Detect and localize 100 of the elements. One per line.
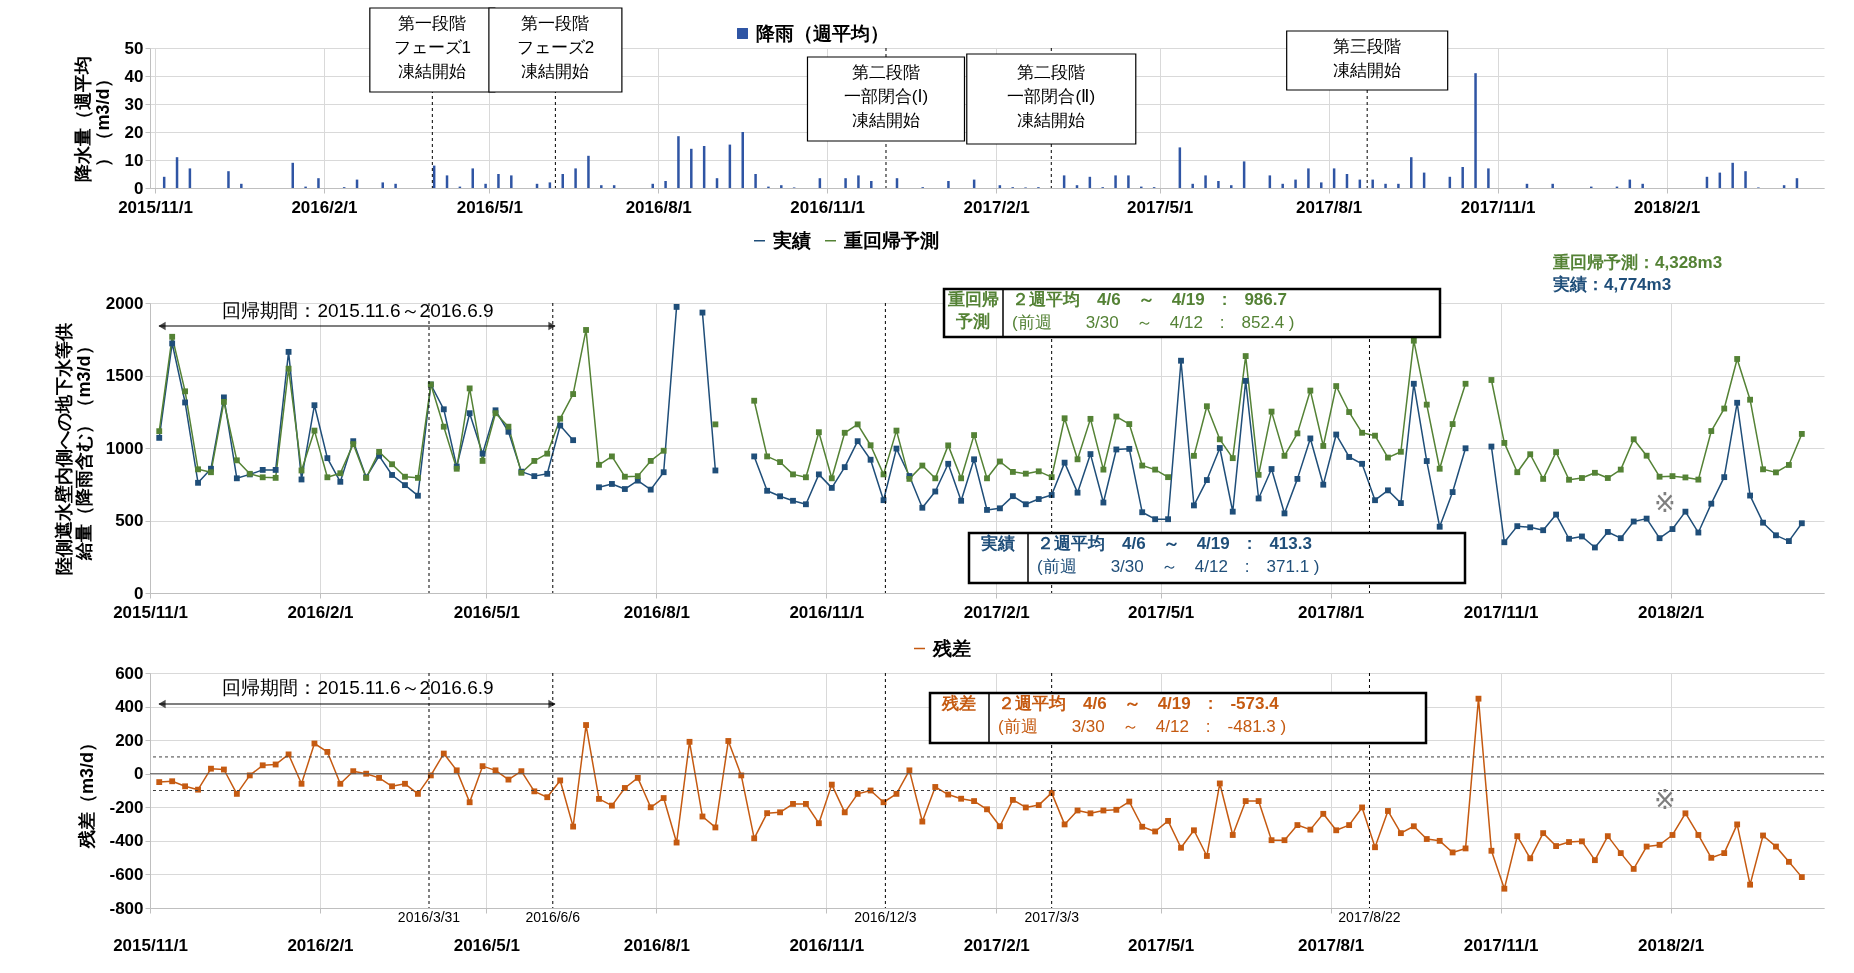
bar xyxy=(1474,73,1477,188)
bar xyxy=(1410,157,1413,188)
bar xyxy=(1281,183,1284,188)
bar xyxy=(947,181,950,188)
x-tick-label: 2017/5/1 xyxy=(1128,602,1195,622)
bar xyxy=(497,174,500,188)
bar xyxy=(291,162,294,188)
bar xyxy=(1230,185,1233,188)
bar xyxy=(587,155,590,188)
bar xyxy=(741,132,744,188)
y-tick-label: -400 xyxy=(109,831,144,851)
ref-line-label: 第一段階フェーズ1凍結開始 xyxy=(393,14,472,81)
y-tick-label: 20 xyxy=(124,122,144,142)
y-tick-label: 10 xyxy=(124,150,144,170)
bar xyxy=(394,183,397,188)
y-tick-label: 0 xyxy=(134,764,144,784)
annotation: ２週平均 4/6 ～ 4/19 : -573.4 xyxy=(998,694,1280,713)
x-tick-label: 2017/11/1 xyxy=(1463,602,1539,622)
x-tick-label: 2017/2/1 xyxy=(963,935,1030,955)
x-tick-label: 2017/2/1 xyxy=(963,197,1030,217)
bar xyxy=(561,174,564,188)
bar xyxy=(317,178,320,188)
bar xyxy=(1731,162,1734,188)
x-tick-label: 2018/2/1 xyxy=(1638,602,1705,622)
bar xyxy=(484,183,487,188)
y-tick-label: 600 xyxy=(115,663,144,683)
bar xyxy=(1461,167,1464,188)
x-tick-label: 2016/8/1 xyxy=(625,197,692,217)
bar xyxy=(1371,179,1374,188)
y-tick-label: 40 xyxy=(124,66,144,86)
y-tick-label: 1000 xyxy=(105,438,144,458)
x-tick-label: 2017/8/1 xyxy=(1296,197,1363,217)
legend-label: 残差 xyxy=(932,637,971,659)
annotation: 回帰期間：2015.11.6～2016.6.9 xyxy=(222,677,494,698)
x-tick-label: 2017/8/1 xyxy=(1298,602,1365,622)
bar xyxy=(381,182,384,188)
annotation: 実績 xyxy=(980,534,1015,553)
y-tick-label: -200 xyxy=(109,797,144,817)
x-tick-label: 2017/5/1 xyxy=(1128,935,1195,955)
x-tick-label: 2016/5/1 xyxy=(456,197,523,217)
ref-line-label: 2017/3/3 xyxy=(1024,909,1080,925)
y-tick-label: 500 xyxy=(115,511,144,530)
ref-line-label: 2016/3/31 xyxy=(397,909,461,925)
bar xyxy=(844,178,847,188)
annotation: (前週 3/30 ～ 4/12 : -481.3 ) xyxy=(998,717,1287,736)
y-tick-label: 2000 xyxy=(105,293,144,313)
annotation: (前週 3/30 ～ 4/12 : 371.1 ) xyxy=(1037,557,1320,576)
x-tick-label: 2015/11/1 xyxy=(113,602,188,622)
x-tick-label: 2017/2/1 xyxy=(963,602,1030,622)
bar xyxy=(780,185,783,188)
bar xyxy=(870,181,873,188)
x-tick-label: 2016/11/1 xyxy=(790,197,866,217)
bar xyxy=(1114,175,1117,188)
bar xyxy=(240,183,243,188)
x-tick-label: 2015/11/1 xyxy=(118,197,193,217)
ref-line-label: 2017/8/22 xyxy=(1338,909,1401,925)
bar xyxy=(1487,168,1490,188)
bar xyxy=(754,174,757,188)
y-tick-label: 400 xyxy=(115,697,144,717)
bar xyxy=(857,175,860,188)
x-tick-label: 2015/11/1 xyxy=(113,935,188,955)
annotation: (前週 3/30 ～ 4/12 : 852.4 ) xyxy=(1012,313,1295,332)
y-axis-title: 残差（m3/d） xyxy=(77,733,98,850)
bar xyxy=(1307,168,1310,188)
annotation: ２週平均 4/6 ～ 4/19 : 986.7 xyxy=(1012,290,1287,309)
bar xyxy=(1320,182,1323,188)
x-tick-label: 2016/2/1 xyxy=(287,935,354,955)
bar xyxy=(1217,181,1220,188)
legend-label: 重回帰予測 xyxy=(843,229,939,251)
x-tick-label: 2016/5/1 xyxy=(453,935,520,955)
annotation: ２週平均 4/6 ～ 4/19 : 413.3 xyxy=(1037,534,1312,553)
x-tick-label: 2016/8/1 xyxy=(623,602,690,622)
bar xyxy=(1204,175,1207,188)
legend-label: 実績 xyxy=(772,229,811,251)
bar xyxy=(471,168,474,188)
bar xyxy=(690,148,693,188)
annotation: ※ xyxy=(1654,785,1676,815)
bar xyxy=(574,168,577,188)
x-tick-label: 2017/11/1 xyxy=(1460,197,1536,217)
bar xyxy=(664,181,667,188)
ref-line-label: 第三段階凍結開始 xyxy=(1333,36,1402,80)
text: 重回帰予測：4,328m3 xyxy=(1552,253,1723,272)
x-tick-label: 2017/5/1 xyxy=(1127,197,1194,217)
x-tick-label: 2016/5/1 xyxy=(453,602,520,622)
y-axis-title: 降水量（週平均）（m3/d） xyxy=(72,55,113,182)
x-tick-label: 2016/2/1 xyxy=(291,197,358,217)
ref-line-label: 2016/12/3 xyxy=(854,909,917,925)
annotation: ※ xyxy=(1654,488,1676,518)
bar xyxy=(1127,175,1130,188)
annotation: 残差 xyxy=(941,694,976,713)
annotation: 回帰期間：2015.11.6～2016.6.9 xyxy=(222,300,494,321)
annotation: 重回帰予測 xyxy=(946,290,999,331)
x-tick-label: 2017/8/1 xyxy=(1298,935,1365,955)
bar xyxy=(1384,183,1387,188)
y-tick-label: 50 xyxy=(124,38,144,58)
bar xyxy=(1397,183,1400,188)
y-tick-label: -600 xyxy=(109,864,144,884)
bar xyxy=(1641,183,1644,188)
ref-line-label: 第二段階一部閉合(Ⅰ)凍結開始 xyxy=(843,63,929,130)
bar xyxy=(510,175,513,188)
